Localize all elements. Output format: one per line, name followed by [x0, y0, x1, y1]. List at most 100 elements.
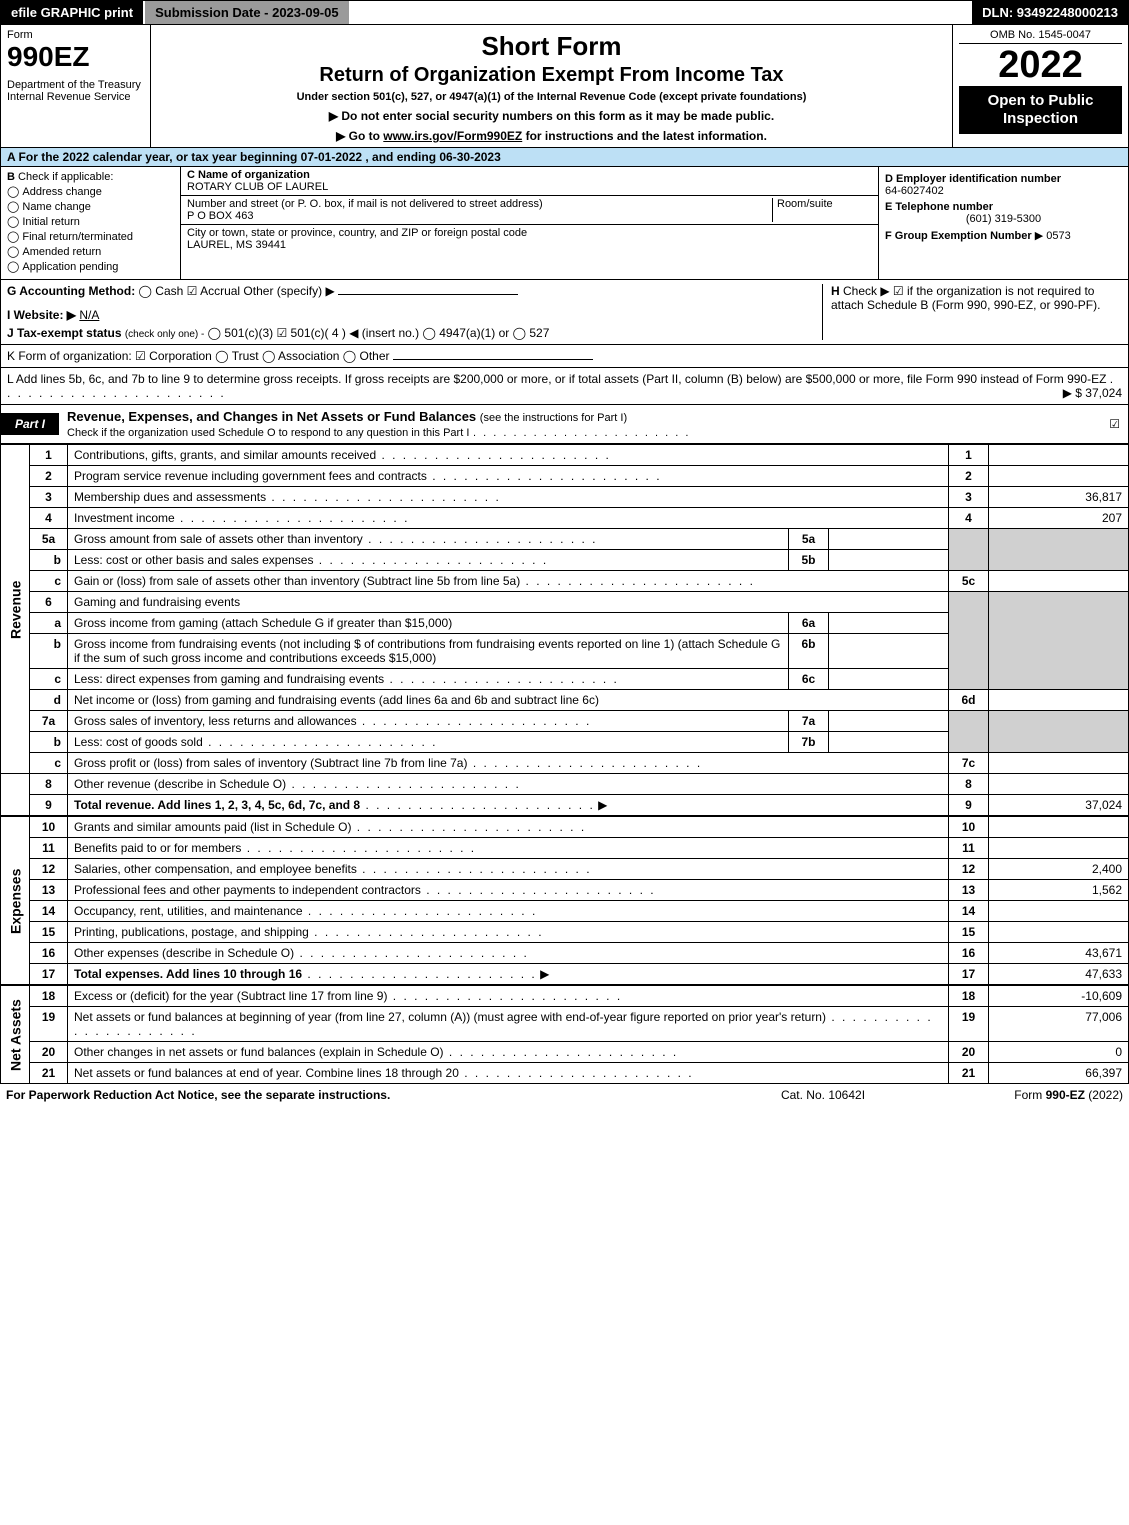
- header-center: Short Form Return of Organization Exempt…: [151, 25, 953, 147]
- line-18-num: 18: [30, 986, 68, 1007]
- line-7a-desc: Gross sales of inventory, less returns a…: [74, 714, 357, 728]
- chk-name-change[interactable]: ◯ Name change: [7, 200, 174, 213]
- line-4-amt: 207: [989, 508, 1129, 529]
- line-5c-desc: Gain or (loss) from sale of assets other…: [74, 574, 520, 588]
- line-7b-num: b: [30, 732, 68, 753]
- line-1-amt: [989, 445, 1129, 466]
- topbar-spacer: [349, 1, 973, 24]
- form-number: 990EZ: [7, 41, 144, 73]
- footer-catno: Cat. No. 10642I: [723, 1088, 923, 1102]
- line-11-num: 11: [30, 838, 68, 859]
- line-12-desc: Salaries, other compensation, and employ…: [74, 862, 357, 876]
- line-5b-desc: Less: cost or other basis and sales expe…: [74, 553, 313, 567]
- line-17-col: 17: [949, 964, 989, 985]
- line-16-amt: 43,671: [989, 943, 1129, 964]
- org-name-label: C Name of organization: [187, 169, 872, 181]
- form-org-options[interactable]: K Form of organization: ☑ Corporation ◯ …: [7, 349, 390, 363]
- chk-final-return[interactable]: ◯ Final return/terminated: [7, 230, 174, 243]
- line-17-amt: 47,633: [989, 964, 1129, 985]
- netassets-table: Net Assets 18 Excess or (deficit) for th…: [0, 985, 1129, 1084]
- side-netassets: Net Assets: [1, 986, 30, 1084]
- line-10-col: 10: [949, 817, 989, 838]
- line-6c-desc: Less: direct expenses from gaming and fu…: [74, 672, 384, 686]
- line-3-amt: 36,817: [989, 487, 1129, 508]
- line-15-desc: Printing, publications, postage, and shi…: [74, 925, 309, 939]
- line-17-desc: Total expenses. Add lines 10 through 16: [74, 967, 302, 981]
- line-7c-num: c: [30, 753, 68, 774]
- line-7c-amt: [989, 753, 1129, 774]
- efile-print-button[interactable]: efile GRAPHIC print: [1, 1, 145, 24]
- accounting-method-options[interactable]: ◯ Cash ☑ Accrual Other (specify) ▶: [139, 284, 335, 298]
- irs-link[interactable]: www.irs.gov/Form990EZ: [383, 129, 522, 143]
- line-6b-desc: Gross income from fundraising events (no…: [74, 637, 780, 665]
- website-label: I Website: ▶: [7, 308, 76, 322]
- part1-checkbox[interactable]: ☑: [1101, 413, 1128, 435]
- line-8-amt: [989, 774, 1129, 795]
- tax-exempt-sub: (check only one) -: [125, 329, 204, 340]
- instr-ssn: ▶ Do not enter social security numbers o…: [157, 109, 946, 123]
- line-9-desc: Total revenue. Add lines 1, 2, 3, 4, 5c,…: [74, 798, 360, 812]
- chk-address-change[interactable]: ◯ Address change: [7, 185, 174, 198]
- line-6c-num: c: [30, 669, 68, 690]
- line-20-num: 20: [30, 1042, 68, 1063]
- subtitle: Under section 501(c), 527, or 4947(a)(1)…: [157, 91, 946, 103]
- line-16-num: 16: [30, 943, 68, 964]
- line-5b-num: b: [30, 550, 68, 571]
- line-9-amt: 37,024: [989, 795, 1129, 816]
- col-b-subtitle: Check if applicable:: [18, 171, 113, 183]
- line-20-desc: Other changes in net assets or fund bala…: [74, 1045, 444, 1059]
- line-13-desc: Professional fees and other payments to …: [74, 883, 421, 897]
- line-5c-col: 5c: [949, 571, 989, 592]
- line-17-num: 17: [30, 964, 68, 985]
- line-6d-col: 6d: [949, 690, 989, 711]
- line-12-num: 12: [30, 859, 68, 880]
- line-6c-sub: 6c: [789, 669, 829, 690]
- city-label: City or town, state or province, country…: [187, 227, 872, 239]
- submission-date: Submission Date - 2023-09-05: [145, 1, 349, 24]
- phone-label: E Telephone number: [885, 201, 1122, 213]
- line-11-col: 11: [949, 838, 989, 859]
- line-7a-subval: [829, 711, 949, 732]
- side-revenue: Revenue: [1, 445, 30, 774]
- instr-goto: ▶ Go to www.irs.gov/Form990EZ for instru…: [157, 129, 946, 143]
- expenses-table: Expenses 10 Grants and similar amounts p…: [0, 816, 1129, 985]
- section-h-text: Check ▶ ☑ if the organization is not req…: [831, 284, 1100, 312]
- line-21-desc: Net assets or fund balances at end of ye…: [74, 1066, 459, 1080]
- phone-value: (601) 319-5300: [885, 213, 1122, 225]
- line-1-num: 1: [30, 445, 68, 466]
- line-6-num: 6: [30, 592, 68, 613]
- chk-application-pending[interactable]: ◯ Application pending: [7, 260, 174, 273]
- line-21-amt: 66,397: [989, 1063, 1129, 1084]
- line-9-col: 9: [949, 795, 989, 816]
- city-value: LAUREL, MS 39441: [187, 239, 872, 251]
- line-15-amt: [989, 922, 1129, 943]
- line-6-desc: Gaming and fundraising events: [68, 592, 949, 613]
- line-19-col: 19: [949, 1007, 989, 1042]
- tax-exempt-options[interactable]: ◯ 501(c)(3) ☑ 501(c)( 4 ) ◀ (insert no.)…: [208, 326, 550, 340]
- group-exemption-label: F Group Exemption Number: [885, 230, 1032, 242]
- col-b-label: B: [7, 171, 15, 183]
- revenue-table: Revenue 1 Contributions, gifts, grants, …: [0, 444, 1129, 816]
- line-5c-num: c: [30, 571, 68, 592]
- line-6b-sub: 6b: [789, 634, 829, 669]
- part1-header: Part I Revenue, Expenses, and Changes in…: [0, 405, 1129, 444]
- section-l-text: L Add lines 5b, 6c, and 7b to line 9 to …: [7, 372, 1106, 386]
- line-5a-num: 5a: [30, 529, 68, 550]
- line-11-desc: Benefits paid to or for members: [74, 841, 241, 855]
- line-3-col: 3: [949, 487, 989, 508]
- line-5a-sub: 5a: [789, 529, 829, 550]
- line-14-num: 14: [30, 901, 68, 922]
- line-19-amt: 77,006: [989, 1007, 1129, 1042]
- line-18-col: 18: [949, 986, 989, 1007]
- street-row: Number and street (or P. O. box, if mail…: [181, 196, 878, 225]
- line-18-desc: Excess or (deficit) for the year (Subtra…: [74, 989, 387, 1003]
- section-k: K Form of organization: ☑ Corporation ◯ …: [0, 345, 1129, 368]
- line-12-col: 12: [949, 859, 989, 880]
- line-2-amt: [989, 466, 1129, 487]
- line-4-col: 4: [949, 508, 989, 529]
- line-8-col: 8: [949, 774, 989, 795]
- chk-amended-return[interactable]: ◯ Amended return: [7, 245, 174, 258]
- chk-initial-return[interactable]: ◯ Initial return: [7, 215, 174, 228]
- section-ghij: G Accounting Method: ◯ Cash ☑ Accrual Ot…: [0, 280, 1129, 345]
- room-suite-label: Room/suite: [772, 198, 872, 222]
